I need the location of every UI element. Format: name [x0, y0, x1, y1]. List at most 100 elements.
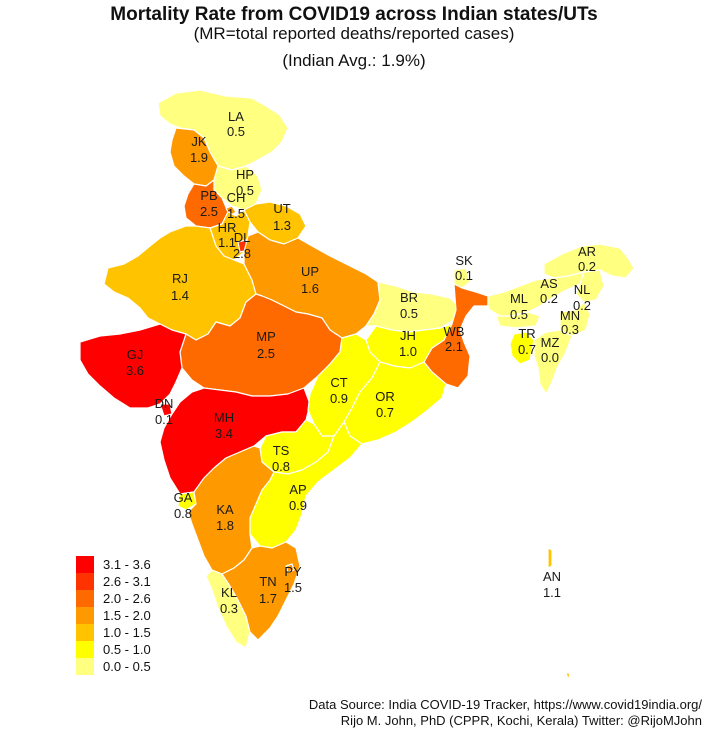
source-credits: Data Source: India COVID-19 Tracker, htt…	[309, 697, 702, 729]
state-value-RJ: 1.4	[171, 288, 189, 303]
state-code-AN: AN	[543, 569, 561, 584]
state-value-LA: 0.5	[227, 124, 245, 139]
state-code-BR: BR	[400, 290, 418, 305]
state-code-DN: DN	[155, 396, 174, 411]
state-code-CH: CH	[227, 190, 246, 205]
legend-label: 0.5 - 1.0	[103, 642, 151, 657]
region-KA	[187, 445, 275, 575]
state-code-UP: UP	[301, 264, 319, 279]
state-value-PB: 2.5	[200, 204, 218, 219]
legend-label: 2.6 - 3.1	[103, 574, 151, 589]
state-value-MN: 0.3	[561, 322, 579, 337]
state-code-JK: JK	[191, 134, 207, 149]
state-code-CT: CT	[330, 375, 347, 390]
state-code-AR: AR	[578, 244, 596, 259]
region-AN	[547, 547, 553, 569]
state-value-MH: 3.4	[215, 426, 233, 441]
state-code-SK: SK	[455, 253, 473, 268]
state-value-NL: 0.2	[573, 298, 591, 313]
legend-row: 2.0 - 2.6	[76, 590, 151, 607]
map-title: Mortality Rate from COVID19 across India…	[110, 4, 598, 25]
state-code-GA: GA	[174, 490, 193, 505]
legend: 3.1 - 3.6 2.6 - 3.1 2.0 - 2.6 1.5 - 2.0 …	[76, 556, 151, 675]
legend-label: 1.0 - 1.5	[103, 625, 151, 640]
state-code-NL: NL	[574, 282, 591, 297]
state-value-SK: 0.1	[455, 268, 473, 283]
region-NL	[575, 269, 605, 303]
region-UT	[243, 201, 307, 245]
state-value-GA: 0.8	[174, 506, 192, 521]
state-code-OR: OR	[375, 389, 395, 404]
state-code-AP: AP	[289, 482, 306, 497]
region-ML	[495, 311, 541, 329]
indian-average: (Indian Avg.: 1.9%)	[282, 51, 426, 70]
state-code-TS: TS	[273, 443, 290, 458]
state-code-KA: KA	[216, 502, 234, 517]
state-value-ML: 0.5	[510, 307, 528, 322]
state-code-TN: TN	[259, 574, 276, 589]
region-TR	[509, 331, 535, 365]
state-code-LA: LA	[228, 109, 244, 124]
data-source-line: Data Source: India COVID-19 Tracker, htt…	[308, 697, 702, 712]
legend-swatch	[76, 641, 94, 658]
state-value-JK: 1.9	[190, 150, 208, 165]
legend-label: 3.1 - 3.6	[103, 557, 151, 572]
state-value-GJ: 3.6	[126, 363, 144, 378]
state-value-DN: 0.1	[155, 412, 173, 427]
state-value-TR: 0.7	[518, 342, 536, 357]
state-code-HP: HP	[236, 167, 254, 182]
region-PY	[285, 563, 295, 573]
legend-row: 2.6 - 3.1	[76, 573, 151, 590]
state-value-MP: 2.5	[257, 346, 275, 361]
state-code-KL: KL	[221, 585, 237, 600]
region-GA	[177, 491, 197, 511]
legend-row: 1.5 - 2.0	[76, 607, 151, 624]
legend-swatch	[76, 573, 94, 590]
state-value-AS: 0.2	[540, 291, 558, 306]
state-code-MZ: MZ	[541, 335, 560, 350]
legend-swatch	[76, 590, 94, 607]
state-value-HR: 1.1	[218, 235, 236, 250]
state-value-DL: 2.8	[233, 246, 251, 261]
state-code-JH: JH	[400, 328, 416, 343]
state-value-AP: 0.9	[289, 498, 307, 513]
legend-swatch	[76, 624, 94, 641]
state-value-CH: 1.5	[227, 206, 245, 221]
state-value-KA: 1.8	[216, 518, 234, 533]
state-code-DL: DL	[234, 230, 251, 245]
region-AN-south	[565, 671, 571, 681]
state-code-MH: MH	[214, 410, 234, 425]
legend-row: 0.0 - 0.5	[76, 658, 151, 675]
state-code-ML: ML	[510, 291, 528, 306]
legend-swatch	[76, 607, 94, 624]
state-code-UT: UT	[273, 201, 290, 216]
state-code-GJ: GJ	[127, 347, 144, 362]
state-value-BR: 0.5	[400, 306, 418, 321]
region-AS	[487, 271, 585, 317]
state-code-WB: WB	[444, 324, 465, 339]
state-code-MN: MN	[560, 308, 580, 323]
region-GJ	[79, 323, 187, 409]
state-code-RJ: RJ	[172, 271, 188, 286]
state-code-AS: AS	[540, 276, 558, 291]
region-SK	[453, 267, 471, 289]
legend-row: 3.1 - 3.6	[76, 556, 151, 573]
state-code-TR: TR	[518, 326, 535, 341]
state-value-OR: 0.7	[376, 405, 394, 420]
state-value-TS: 0.8	[272, 459, 290, 474]
state-value-AN: 1.1	[543, 585, 561, 600]
state-code-PY: PY	[284, 564, 302, 579]
legend-swatch	[76, 658, 94, 675]
state-value-HP: 0.5	[236, 183, 254, 198]
map-subtitle: (MR=total reported deaths/reported cases…	[193, 24, 515, 43]
state-value-UP: 1.6	[301, 281, 319, 296]
state-value-JH: 1.0	[399, 344, 417, 359]
legend-label: 2.0 - 2.6	[103, 591, 151, 606]
state-value-MZ: 0.0	[541, 350, 559, 365]
legend-row: 1.0 - 1.5	[76, 624, 151, 641]
legend-label: 1.5 - 2.0	[103, 608, 151, 623]
state-value-WB: 2.1	[445, 339, 463, 354]
state-code-PB: PB	[200, 188, 217, 203]
state-value-KL: 0.3	[220, 601, 238, 616]
